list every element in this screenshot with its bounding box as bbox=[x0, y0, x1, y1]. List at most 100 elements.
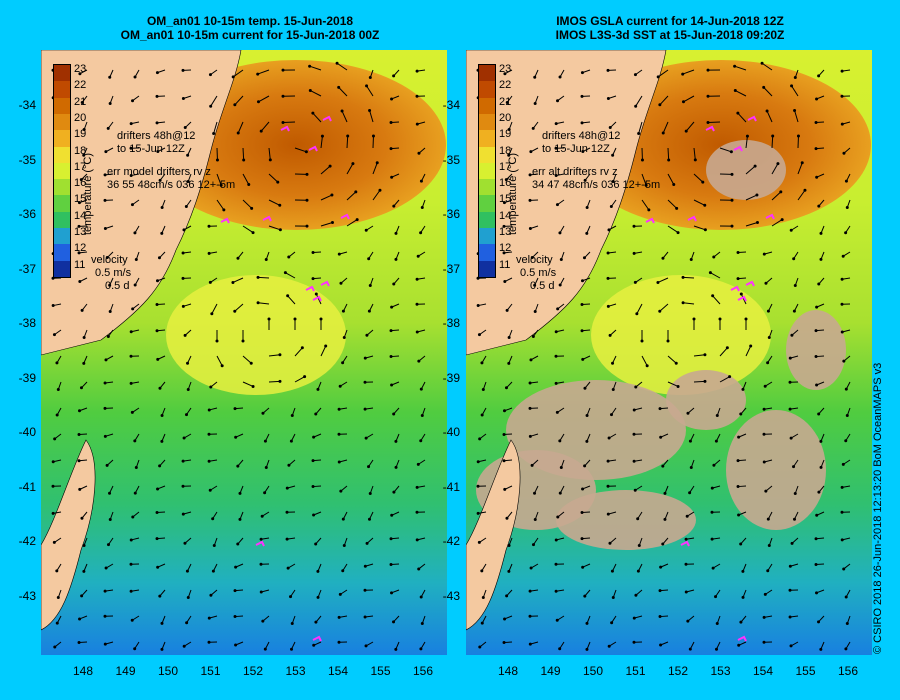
velocity-arrow-head bbox=[77, 251, 81, 255]
velocity-arrow-head bbox=[233, 407, 237, 411]
velocity-arrow-head bbox=[714, 439, 718, 443]
velocity-arrow-head bbox=[181, 459, 185, 463]
colorbar-swatch bbox=[54, 260, 70, 277]
left-map: 23 22 21 20 19 18 17 16 15 14 13 12 11 temperature (°… bbox=[41, 50, 447, 655]
velocity-arrow-head bbox=[250, 206, 254, 210]
velocity-arrow-head bbox=[581, 150, 585, 154]
velocity-arrow-head bbox=[186, 596, 190, 600]
velocity-arrow bbox=[372, 162, 378, 175]
velocity-arrow-head bbox=[182, 644, 186, 648]
velocity-arrow-head bbox=[293, 317, 297, 321]
velocity-arrow bbox=[257, 276, 270, 279]
velocity-arrow-head bbox=[133, 75, 137, 79]
velocity-arrow bbox=[312, 112, 322, 123]
lat-tick-label: -35 bbox=[442, 152, 460, 167]
velocity-arrow-head bbox=[684, 590, 688, 594]
velocity-arrow-head bbox=[840, 538, 844, 542]
velocity-arrow bbox=[320, 165, 331, 175]
velocity-arrow-head bbox=[316, 569, 320, 573]
lat-tick-label: -39 bbox=[18, 370, 36, 385]
velocity-arrow-head bbox=[308, 64, 312, 68]
velocity-arrow-head bbox=[703, 228, 707, 232]
velocity-arrow-head bbox=[392, 74, 396, 78]
velocity-arrow-head bbox=[108, 75, 112, 79]
lat-tick-label: -38 bbox=[18, 316, 36, 330]
velocity-arrow-head bbox=[105, 463, 109, 467]
velocity-arrow-head bbox=[131, 515, 135, 519]
velocity-arrow-head bbox=[817, 204, 821, 208]
velocity-arrow-head bbox=[186, 179, 190, 183]
velocity-arrow-head bbox=[82, 543, 86, 547]
lat-tick-label: -37 bbox=[18, 261, 36, 276]
velocity-arrow-head bbox=[776, 162, 780, 166]
velocity-arrow-head bbox=[844, 595, 848, 599]
colorbar-swatch bbox=[479, 81, 495, 98]
velocity-arrow-head bbox=[580, 94, 584, 98]
velocity-arrow-head bbox=[394, 439, 398, 443]
velocity-arrow-head bbox=[814, 562, 818, 566]
cloud-gap bbox=[706, 140, 786, 200]
velocity-arrow-head bbox=[636, 569, 640, 573]
velocity-arrow-head bbox=[611, 596, 615, 600]
velocity-arrow-head bbox=[129, 589, 133, 593]
velocity-arrow-head bbox=[215, 158, 219, 162]
colorbar-swatch bbox=[479, 146, 495, 163]
velocity-arrow-head bbox=[788, 564, 792, 568]
velocity-arrow-head bbox=[608, 541, 612, 545]
velocity-arrow-head bbox=[131, 99, 135, 103]
velocity-arrow-head bbox=[281, 94, 285, 98]
velocity-arrow-head bbox=[300, 346, 304, 350]
velocity-arrow-head bbox=[841, 254, 845, 258]
velocity-arrow-head bbox=[158, 464, 162, 468]
velocity-arrow-head bbox=[533, 309, 537, 313]
velocity-arrow bbox=[268, 354, 280, 357]
velocity-arrow bbox=[737, 112, 747, 123]
velocity-arrow-head bbox=[82, 569, 86, 573]
velocity-arrow-head bbox=[503, 617, 507, 621]
velocity-arrow bbox=[712, 295, 721, 305]
velocity-arrow-head bbox=[77, 641, 81, 645]
velocity-arrow-head bbox=[341, 361, 345, 365]
velocity-arrow-head bbox=[817, 74, 821, 78]
velocity-arrow-head bbox=[184, 413, 188, 417]
velocity-arrow-head bbox=[703, 203, 707, 207]
velocity-arrow-head bbox=[819, 257, 823, 261]
velocity-arrow-head bbox=[155, 302, 159, 306]
velocity-arrow-head bbox=[368, 76, 372, 80]
velocity-arrow-head bbox=[667, 158, 671, 162]
velocity-arrow-head bbox=[338, 592, 342, 596]
velocity-arrow-head bbox=[792, 465, 796, 469]
velocity-arrow bbox=[242, 355, 252, 364]
right-drifter-line1: drifters 48h@12 bbox=[542, 130, 621, 142]
velocity-arrow-head bbox=[287, 463, 291, 467]
velocity-arrow-head bbox=[840, 69, 844, 73]
velocity-arrow-head bbox=[389, 537, 393, 541]
velocity-arrow-head bbox=[305, 224, 309, 228]
velocity-arrow-head bbox=[476, 484, 480, 488]
velocity-arrow-head bbox=[160, 205, 164, 209]
velocity-arrow-head bbox=[281, 121, 285, 125]
velocity-arrow-head bbox=[212, 544, 216, 548]
colorbar-swatch bbox=[54, 130, 70, 147]
velocity-arrow-head bbox=[51, 511, 55, 515]
velocity-arrow-head bbox=[502, 251, 506, 255]
left-colorbar: 23 22 21 20 19 18 17 16 15 14 13 12 11 temperature (°… bbox=[53, 63, 94, 278]
velocity-arrow-head bbox=[236, 131, 240, 135]
velocity-arrow bbox=[797, 189, 806, 201]
velocity-arrow-head bbox=[608, 333, 612, 337]
right-title-line2: IMOS L3S-3d SST at 15-Jun-2018 09:20Z bbox=[555, 28, 785, 42]
right-velocity-legend: velocity 0.5 m/s 0.5 d bbox=[516, 254, 556, 293]
velocity-arrow-head bbox=[337, 615, 341, 619]
velocity-arrow-head bbox=[208, 488, 212, 492]
velocity-arrow bbox=[693, 225, 706, 231]
velocity-arrow-head bbox=[330, 220, 334, 224]
velocity-arrow-head bbox=[606, 304, 610, 308]
lat-tick-label: -40 bbox=[442, 425, 460, 439]
velocity-arrow bbox=[258, 302, 270, 305]
velocity-arrow-head bbox=[814, 329, 818, 333]
velocity-arrow bbox=[213, 121, 218, 134]
velocity-arrow-head bbox=[419, 647, 423, 651]
velocity-arrow-head bbox=[558, 283, 562, 287]
velocity-arrow-head bbox=[581, 565, 585, 569]
velocity-arrow-head bbox=[241, 339, 245, 343]
